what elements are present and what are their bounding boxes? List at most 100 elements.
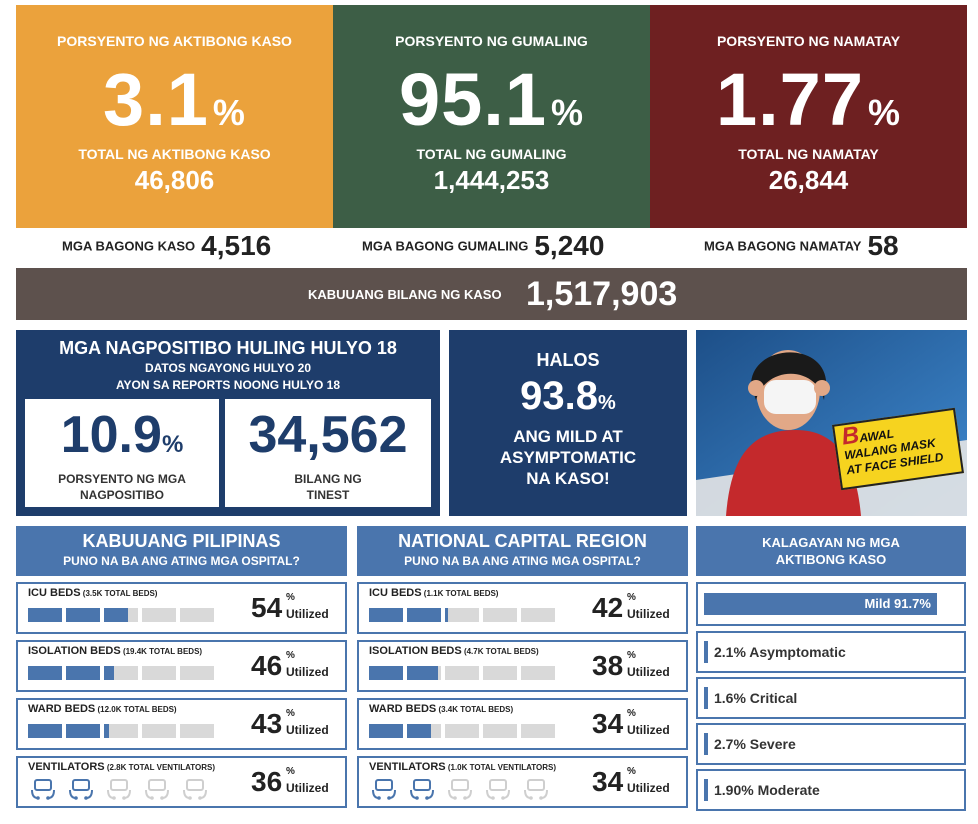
status-title-1: KALAGAYAN NG MGA	[762, 535, 900, 550]
tests-card: 34,562 BILANG NG TINEST	[225, 399, 431, 507]
recovered-percent-label: PORSYENTO NG GUMALING	[395, 33, 588, 49]
bed-bar	[483, 724, 517, 738]
recovered-percent: 95.1%	[398, 58, 585, 141]
active-percent-label: PORSYENTO NG AKTIBONG KASO	[57, 33, 292, 49]
bed-bar	[180, 724, 214, 738]
status-item: 1.6% Critical	[696, 677, 966, 719]
bed-label: ISOLATION BEDS (19.4K TOTAL BEDS)	[28, 645, 203, 657]
bed-bar	[521, 724, 555, 738]
bed-bar	[28, 608, 62, 622]
total-cases-label: KABUUANG BILANG NG KASO	[308, 287, 502, 302]
bed-bar	[407, 724, 441, 738]
bed-bar	[104, 608, 138, 622]
mask-photo: BAWAL WALANG MASK AT FACE SHIELD	[696, 330, 967, 516]
utilized-label: Utilized	[286, 607, 329, 621]
deaths-total-label: TOTAL NG NAMATAY	[738, 146, 879, 162]
utilized-label: Utilized	[286, 723, 329, 737]
ventilator-icon	[485, 778, 513, 800]
bed-label: WARD BEDS (12.0K TOTAL BEDS)	[28, 703, 177, 715]
status-item: 2.1% Asymptomatic	[696, 631, 966, 673]
utilization-percent-sign: %	[286, 650, 295, 661]
bed-bar	[180, 608, 214, 622]
new-deaths: MGA BAGONG NAMATAY 58	[704, 230, 899, 261]
bed-bar	[483, 666, 517, 680]
utilization-value: 42	[592, 592, 624, 623]
bed-bar	[445, 666, 479, 680]
bed-label: ICU BEDS (3.5K TOTAL BEDS)	[28, 587, 158, 599]
utilization-percent-sign: %	[286, 592, 295, 603]
bed-bar	[521, 666, 555, 680]
status-item: 1.90% Moderate	[696, 769, 966, 811]
total-cases-bar: KABUUANG BILANG NG KASO 1,517,903	[16, 268, 967, 320]
ventilator-icon	[182, 778, 210, 800]
bed-bar	[445, 608, 479, 622]
utilization-percent-sign: %	[627, 592, 636, 603]
ventilator-icon	[144, 778, 172, 800]
bed-bar	[407, 666, 441, 680]
utilization-value: 34	[592, 766, 624, 797]
ncr-hospital-header: NATIONAL CAPITAL REGION PUNO NA BA ANG A…	[357, 526, 688, 576]
bed-bar	[142, 724, 176, 738]
positivity-date: DATOS NGAYONG HULYO 20	[144, 361, 312, 375]
recovered-total-label: TOTAL NG GUMALING	[416, 146, 567, 162]
bed-bar	[521, 608, 555, 622]
positivity-rate: 10.9%	[60, 406, 184, 464]
ncr-hospital-subtitle: PUNO NA BA ANG ATING MGA OSPITAL?	[404, 554, 641, 568]
bed-bar	[66, 666, 100, 680]
mild-text: ANG MILD AT ASYMPTOMATIC NA KASO!	[499, 427, 637, 488]
utilization-percent-sign: %	[627, 650, 636, 661]
bed-row: WARD BEDS (12.0K TOTAL BEDS) 43% Utilized	[16, 698, 347, 750]
bed-label: ISOLATION BEDS (4.7K TOTAL BEDS)	[369, 645, 539, 657]
positivity-title: MGA NAGPOSITIBO HULING HULYO 18	[59, 338, 397, 358]
utilized-label: Utilized	[286, 665, 329, 679]
positivity-source: AYON SA REPORTS NOONG HULYO 18	[115, 378, 341, 392]
ventilator-icon	[523, 778, 551, 800]
deaths-total: 26,844	[768, 165, 849, 195]
ph-hospital-header: KABUUANG PILIPINAS PUNO NA BA ANG ATING …	[16, 526, 347, 576]
bed-bar	[104, 724, 138, 738]
tests-count: 34,562	[248, 406, 408, 464]
utilization-value: 38	[592, 650, 624, 681]
bed-bar	[369, 666, 403, 680]
positivity-rate-label: PORSYENTO NG MGA NAGPOSITIBO	[58, 472, 186, 502]
recovered-total: 1,444,253	[433, 165, 550, 195]
recovered-card: PORSYENTO NG GUMALING 95.1% TOTAL NG GUM…	[333, 5, 650, 228]
utilization-value: 34	[592, 708, 624, 739]
bed-bar	[28, 666, 62, 680]
bed-bar	[28, 724, 62, 738]
bed-bar	[66, 724, 100, 738]
total-cases-value: 1,517,903	[526, 275, 678, 313]
bed-row: WARD BEDS (3.4K TOTAL BEDS) 34% Utilized	[357, 698, 688, 750]
bed-bar	[369, 608, 403, 622]
ventilator-icon	[68, 778, 96, 800]
new-recovered: MGA BAGONG GUMALING 5,240	[362, 230, 605, 261]
bed-row: ICU BEDS (3.5K TOTAL BEDS) 54% Utilized	[16, 582, 347, 634]
new-cases: MGA BAGONG KASO 4,516	[62, 230, 272, 261]
bed-bar	[483, 608, 517, 622]
bed-bar	[369, 724, 403, 738]
utilization-percent-sign: %	[286, 766, 295, 777]
bed-row: ICU BEDS (1.1K TOTAL BEDS) 42% Utilized	[357, 582, 688, 634]
bed-bar	[142, 666, 176, 680]
utilization-value: 43	[251, 708, 283, 739]
bed-row: VENTILATORS (1.0K TOTAL VENTILATORS) 34% U…	[357, 756, 688, 808]
bed-bar	[445, 724, 479, 738]
active-percent: 3.1%	[103, 58, 246, 141]
utilized-label: Utilized	[627, 781, 670, 795]
utilization-value: 54	[251, 592, 283, 623]
bed-bar	[104, 666, 138, 680]
utilized-label: Utilized	[627, 607, 670, 621]
mild-panel: HALOS 93.8% ANG MILD AT ASYMPTOMATIC NA KA…	[449, 330, 687, 516]
bed-row: ISOLATION BEDS (19.4K TOTAL BEDS) 46% Util…	[16, 640, 347, 692]
ventilator-icon	[30, 778, 58, 800]
ventilator-icon	[447, 778, 475, 800]
status-item: 2.7% Severe	[696, 723, 966, 765]
tests-label: BILANG NG TINEST	[294, 472, 362, 502]
bed-label: ICU BEDS (1.1K TOTAL BEDS)	[369, 587, 499, 599]
utilized-label: Utilized	[627, 723, 670, 737]
utilized-label: Utilized	[286, 781, 329, 795]
deaths-card: PORSYENTO NG NAMATAY 1.77% TOTAL NG NAMA…	[650, 5, 967, 228]
bed-bar	[66, 608, 100, 622]
utilization-value: 46	[251, 650, 283, 681]
utilization-percent-sign: %	[627, 708, 636, 719]
